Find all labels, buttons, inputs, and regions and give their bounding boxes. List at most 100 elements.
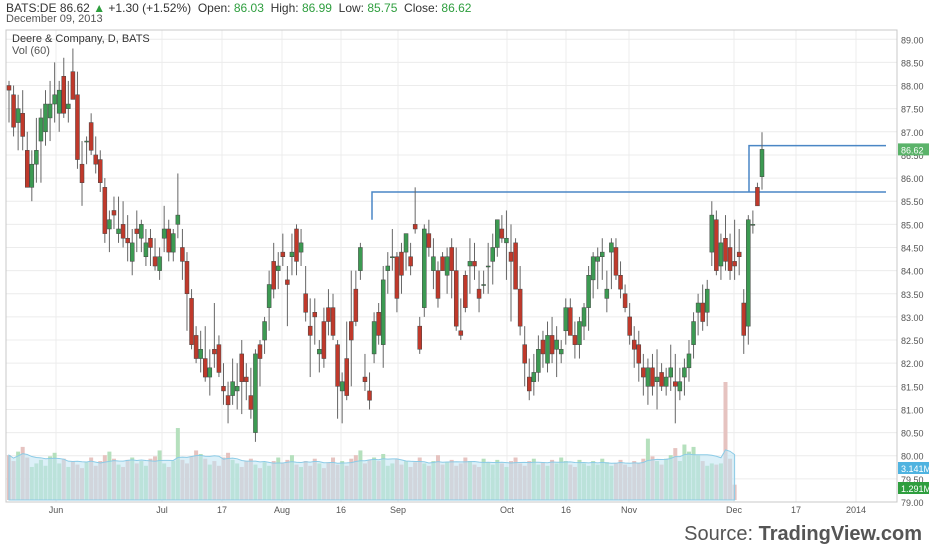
candle-body	[257, 344, 263, 359]
candle-body	[129, 242, 135, 262]
resistance-lines	[371, 144, 886, 220]
open-label: Open:	[197, 1, 231, 15]
y-tick-label: 84.50	[901, 243, 924, 253]
candle-body	[88, 122, 94, 151]
candle-body	[408, 256, 413, 267]
high-value: 86.99	[301, 1, 332, 15]
candle-body	[540, 339, 546, 355]
y-tick-label: 88.50	[901, 58, 924, 68]
x-tick-label: Dec	[726, 505, 743, 515]
candle-body	[668, 367, 673, 378]
x-tick-label: 16	[561, 505, 571, 515]
candle-body	[463, 275, 468, 308]
x-tick-label: 16	[336, 505, 346, 515]
candle-body	[499, 228, 505, 239]
quote-header: BATS:DE 86.62 ▲ +1.30 (+1.52%) Open: 86.…	[0, 0, 932, 26]
candle-body	[759, 149, 765, 177]
candle-body	[184, 261, 190, 295]
plot-frame	[5, 29, 898, 503]
candle-body	[736, 251, 742, 257]
candle-body	[25, 150, 30, 188]
time-axis[interactable]: Jun Jul 17 Aug 16 Sep Oct 16 Nov Dec 17 2014	[49, 505, 866, 515]
candle-body	[604, 288, 610, 299]
candle-body	[609, 242, 614, 253]
candle-body	[344, 358, 349, 396]
candle-body	[476, 288, 482, 299]
candle-body	[221, 386, 226, 392]
x-tick-label: 17	[217, 505, 227, 515]
y-tick-label: 87.50	[901, 105, 924, 115]
candle-body	[376, 312, 381, 336]
candle-body	[700, 302, 705, 322]
candle-body	[84, 140, 89, 143]
candle-body	[98, 159, 103, 183]
candle-body	[613, 247, 619, 276]
candle-body	[349, 321, 354, 341]
candle-body	[244, 376, 249, 382]
volume-ma	[8, 449, 736, 501]
candle-body	[253, 353, 258, 433]
candle-body	[312, 312, 318, 318]
candle-body	[102, 187, 108, 234]
volume-ma-area	[8, 449, 736, 501]
y-tick-label: 86.50	[901, 151, 924, 161]
y-tick-label: 85.00	[901, 220, 924, 230]
candle-body	[677, 381, 683, 392]
candle-body	[422, 228, 427, 308]
candle-body	[695, 302, 701, 313]
candles[interactable]	[6, 48, 765, 442]
candle-body	[495, 219, 500, 248]
symbol: BATS:DE	[6, 1, 57, 15]
candle-body	[444, 256, 450, 276]
candle-body	[618, 275, 623, 290]
candle-body	[631, 339, 637, 350]
last-price-tag-bg	[898, 143, 929, 156]
candle-body	[171, 233, 176, 253]
candle-body	[20, 113, 25, 137]
y-tick-label: 80.00	[901, 452, 924, 462]
volume-tag: 1.291M	[901, 484, 931, 494]
x-tick-label: 2014	[846, 505, 866, 515]
y-tick-label: 85.50	[901, 197, 924, 207]
candle-body	[29, 163, 35, 188]
candle-body	[212, 349, 217, 355]
y-tick-label: 81.00	[901, 405, 924, 415]
candle-body	[380, 279, 386, 345]
candle-body	[52, 94, 57, 105]
candle-body	[600, 251, 605, 257]
candle-body	[134, 228, 140, 234]
candle-body	[545, 335, 550, 364]
candle-body	[586, 275, 591, 308]
candle-body	[262, 321, 267, 341]
candle-body	[568, 307, 573, 336]
candle-body	[590, 256, 596, 281]
candle-body	[504, 237, 509, 244]
candle-body	[307, 325, 313, 336]
candle-body	[449, 247, 454, 271]
candle-body	[673, 381, 678, 387]
candle-body	[353, 288, 359, 322]
candle-body	[659, 372, 664, 387]
candle-body	[120, 224, 126, 239]
candle-body	[111, 210, 117, 216]
candle-body	[11, 94, 16, 128]
candle-body	[399, 251, 404, 276]
x-tick-label: Jul	[156, 505, 168, 515]
candle-body	[755, 187, 760, 207]
candle-body	[139, 224, 144, 239]
candle-body	[440, 256, 445, 271]
candle-body	[280, 251, 286, 257]
y-tick-label: 82.50	[901, 336, 924, 346]
candle-body	[691, 321, 696, 345]
y-tick-label: 79.50	[901, 475, 924, 485]
x-tick-label: Nov	[621, 505, 638, 515]
candle-body	[294, 228, 299, 262]
volume-bar	[723, 382, 728, 500]
candle-body	[595, 256, 600, 262]
candle-body	[394, 256, 400, 299]
candle-body	[157, 256, 162, 271]
candle-body	[107, 219, 112, 230]
y-tick-label: 81.50	[901, 382, 924, 392]
price-axis[interactable]: 89.00 88.50 88.00 87.50 87.00 86.50 86.00 85.50…	[898, 35, 931, 508]
